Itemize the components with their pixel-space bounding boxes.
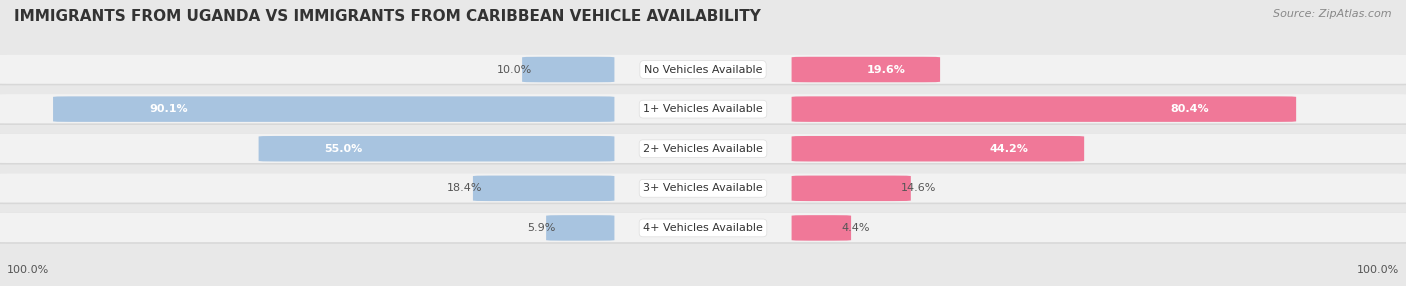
FancyBboxPatch shape: [792, 215, 851, 241]
Text: 14.6%: 14.6%: [901, 183, 936, 193]
FancyBboxPatch shape: [0, 134, 1406, 164]
Text: 4.4%: 4.4%: [841, 223, 870, 233]
Text: 1+ Vehicles Available: 1+ Vehicles Available: [643, 104, 763, 114]
Text: No Vehicles Available: No Vehicles Available: [644, 65, 762, 75]
Text: 90.1%: 90.1%: [149, 104, 187, 114]
Text: 18.4%: 18.4%: [447, 183, 482, 193]
Text: 19.6%: 19.6%: [868, 65, 905, 75]
Text: IMMIGRANTS FROM UGANDA VS IMMIGRANTS FROM CARIBBEAN VEHICLE AVAILABILITY: IMMIGRANTS FROM UGANDA VS IMMIGRANTS FRO…: [14, 9, 761, 23]
FancyBboxPatch shape: [546, 215, 614, 241]
Text: 55.0%: 55.0%: [323, 144, 361, 154]
Text: 4+ Vehicles Available: 4+ Vehicles Available: [643, 223, 763, 233]
FancyBboxPatch shape: [792, 57, 941, 82]
Text: 3+ Vehicles Available: 3+ Vehicles Available: [643, 183, 763, 193]
FancyBboxPatch shape: [792, 96, 1296, 122]
Text: 100.0%: 100.0%: [1357, 265, 1399, 275]
FancyBboxPatch shape: [0, 94, 1406, 125]
FancyBboxPatch shape: [0, 54, 1406, 84]
FancyBboxPatch shape: [792, 136, 1084, 162]
FancyBboxPatch shape: [472, 176, 614, 201]
Text: Source: ZipAtlas.com: Source: ZipAtlas.com: [1274, 9, 1392, 19]
FancyBboxPatch shape: [0, 173, 1406, 204]
FancyBboxPatch shape: [522, 57, 614, 82]
FancyBboxPatch shape: [259, 136, 614, 162]
FancyBboxPatch shape: [0, 213, 1406, 244]
Text: 2+ Vehicles Available: 2+ Vehicles Available: [643, 144, 763, 154]
FancyBboxPatch shape: [0, 173, 1406, 202]
Text: 80.4%: 80.4%: [1170, 104, 1209, 114]
FancyBboxPatch shape: [792, 176, 911, 201]
Text: 100.0%: 100.0%: [7, 265, 49, 275]
FancyBboxPatch shape: [0, 134, 1406, 163]
FancyBboxPatch shape: [0, 94, 1406, 123]
FancyBboxPatch shape: [53, 96, 614, 122]
Text: 44.2%: 44.2%: [990, 144, 1028, 154]
Text: 10.0%: 10.0%: [496, 65, 531, 75]
FancyBboxPatch shape: [0, 54, 1406, 85]
FancyBboxPatch shape: [0, 213, 1406, 242]
Text: 5.9%: 5.9%: [527, 223, 555, 233]
